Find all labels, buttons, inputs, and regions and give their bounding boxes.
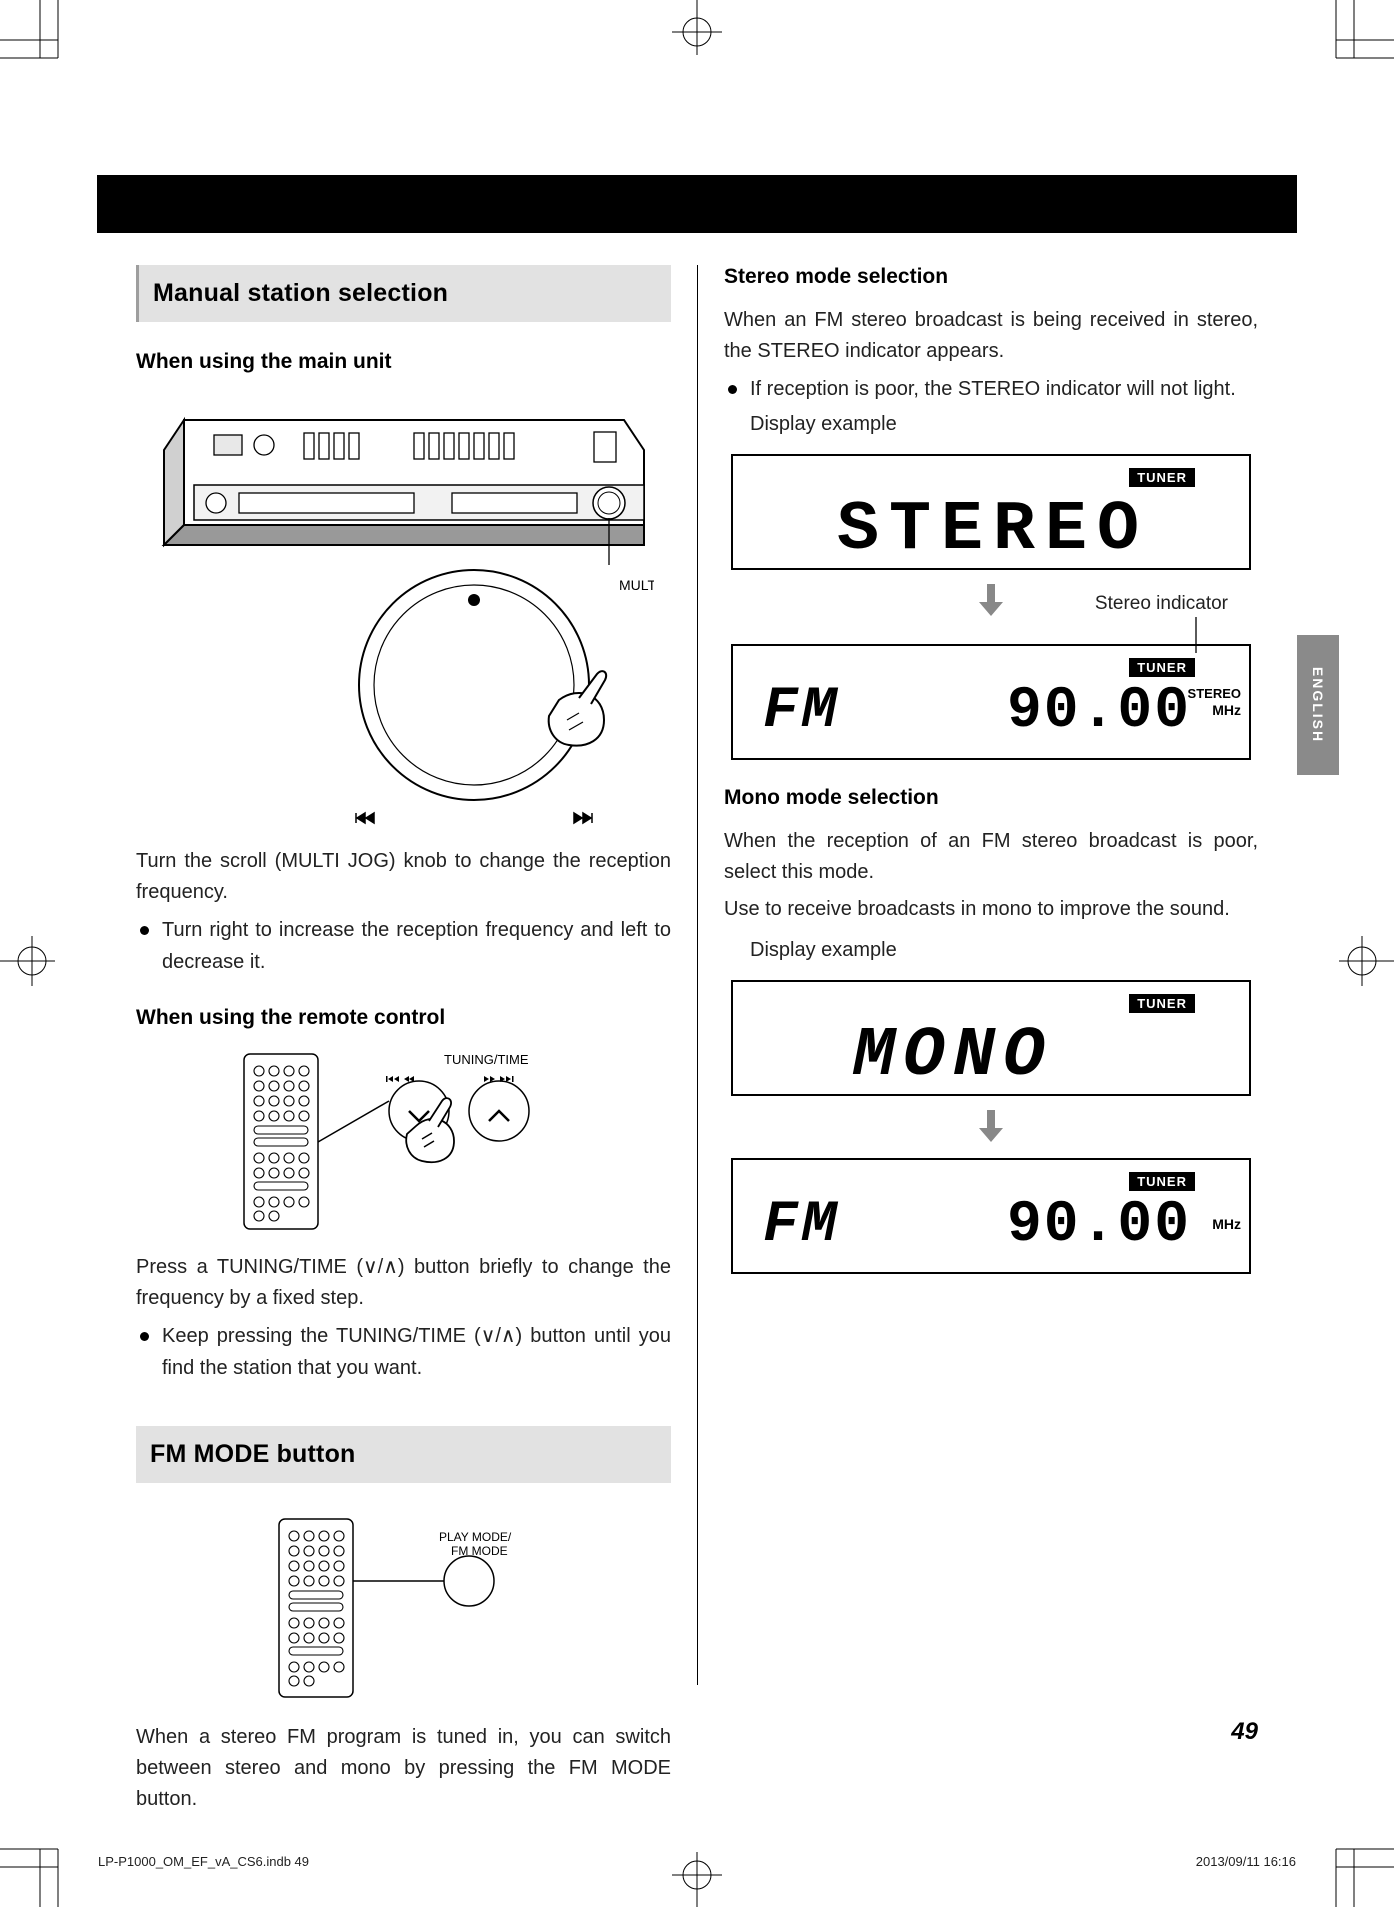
tuner-badge-3: TUNER — [1129, 994, 1195, 1013]
para-remote: Press a TUNING/TIME (∨/∧) button briefly… — [136, 1252, 671, 1314]
svg-text:90.00: 90.00 — [1007, 1193, 1191, 1250]
svg-text:90.00: 90.00 — [1007, 679, 1191, 736]
seg-freq-2: 90.00 — [961, 1190, 1191, 1268]
bullets-stereo: If reception is poor, the STEREO indicat… — [724, 373, 1258, 405]
seg-mono: MONO — [852, 1017, 1053, 1086]
footer-left: LP-P1000_OM_EF_vA_CS6.indb 49 — [98, 1854, 309, 1869]
figure-remote-tuning: TUNING/TIME — [136, 1046, 671, 1236]
stereo-small-label: STEREO — [1188, 686, 1241, 701]
para-stereo: When an FM stereo broadcast is being rec… — [724, 305, 1258, 367]
page-number: 49 — [1231, 1718, 1258, 1746]
bullets-jog: Turn right to increase the reception fre… — [136, 914, 671, 978]
language-tab: ENGLISH — [1297, 635, 1339, 775]
footer-right: 2013/09/11 16:16 — [1196, 1854, 1296, 1869]
crop-mark-tr — [1294, 0, 1394, 100]
para-jog: Turn the scroll (MULTI JOG) knob to chan… — [136, 846, 671, 908]
crop-mark-br — [1294, 1807, 1394, 1907]
seg-freq-1: 90.00 — [961, 676, 1191, 754]
bullet-stereo-1: If reception is poor, the STEREO indicat… — [724, 373, 1258, 405]
seg-stereo: STEREO — [837, 491, 1149, 560]
figure-main-unit: MULTI JOG — [136, 390, 671, 830]
display-stereo-word: TUNER STEREO — [731, 454, 1251, 570]
arrow-down-2 — [724, 1110, 1258, 1144]
left-column: Manual station selection When using the … — [136, 265, 697, 1685]
seg-fm-2: FM — [763, 1190, 873, 1268]
subhead-stereo: Stereo mode selection — [724, 265, 1258, 289]
bullet-remote-1: Keep pressing the TUNING/TIME (∨/∧) butt… — [136, 1320, 671, 1384]
tuner-badge-4: TUNER — [1129, 1172, 1195, 1191]
stereo-indicator-callout: Stereo indicator — [1095, 593, 1228, 615]
header-black-bar — [97, 175, 1297, 233]
heading-manual-station: Manual station selection — [136, 265, 671, 322]
crop-mark-rc — [1324, 926, 1394, 996]
tuner-badge: TUNER — [1129, 468, 1195, 487]
display-example-label-2: Display example — [750, 935, 1258, 966]
figure-remote-fmmode: PLAY MODE/ FM MODE — [136, 1511, 671, 1706]
svg-text:TUNING/TIME: TUNING/TIME — [444, 1052, 529, 1067]
crop-mark-bl — [0, 1807, 100, 1907]
crop-mark-lc — [0, 926, 70, 996]
display-example-label-1: Display example — [750, 409, 1258, 440]
subhead-main-unit: When using the main unit — [136, 350, 671, 374]
subhead-mono: Mono mode selection — [724, 786, 1258, 810]
right-column: Stereo mode selection When an FM stereo … — [697, 265, 1258, 1685]
display-fm-mono: TUNER FM 90.00 MHz — [731, 1158, 1251, 1274]
bullets-remote: Keep pressing the TUNING/TIME (∨/∧) butt… — [136, 1320, 671, 1384]
language-tab-label: ENGLISH — [1310, 667, 1326, 743]
multi-jog-label: MULTI JOG — [619, 577, 654, 593]
tuner-badge-2: TUNER — [1129, 658, 1195, 677]
heading-fm-mode: FM MODE button — [136, 1426, 671, 1483]
display-fm-stereo: TUNER FM 90.00 STEREO MHz — [731, 644, 1251, 760]
svg-text:FM: FM — [763, 1193, 841, 1250]
svg-text:PLAY MODE/: PLAY MODE/ — [439, 1530, 512, 1544]
svg-text:FM: FM — [763, 679, 841, 736]
para-fmmode: When a stereo FM program is tuned in, yo… — [136, 1722, 671, 1815]
mhz-label-1: MHz — [1212, 702, 1241, 718]
crop-mark-tc — [662, 0, 732, 70]
bullet-jog-1: Turn right to increase the reception fre… — [136, 914, 671, 978]
display-mono-word: TUNER MONO — [731, 980, 1251, 1096]
mhz-label-2: MHz — [1212, 1216, 1241, 1232]
crop-mark-tl — [0, 0, 100, 100]
para-mono-2: Use to receive broadcasts in mono to imp… — [724, 894, 1258, 925]
svg-text:FM MODE: FM MODE — [451, 1544, 508, 1558]
para-mono-1: When the reception of an FM stereo broad… — [724, 826, 1258, 888]
crop-mark-bc — [662, 1837, 732, 1907]
seg-fm-1: FM — [763, 676, 873, 754]
subhead-remote: When using the remote control — [136, 1006, 671, 1030]
page-content: Manual station selection When using the … — [136, 265, 1258, 1685]
